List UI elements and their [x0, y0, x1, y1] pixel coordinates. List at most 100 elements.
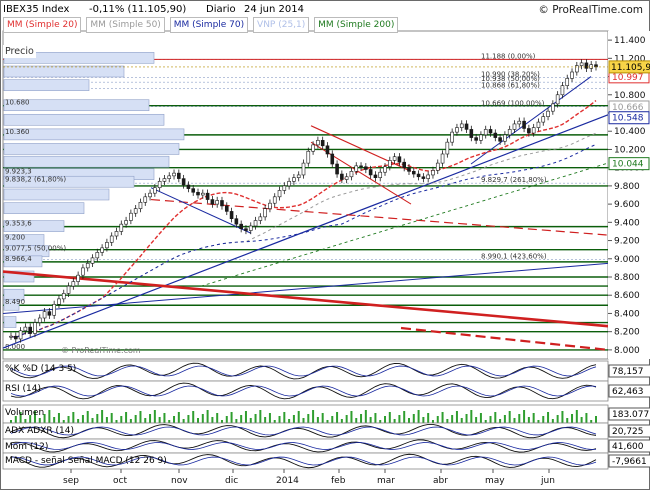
candle-body [287, 181, 291, 187]
fib-label: 10.868 (61,80%) [481, 82, 540, 90]
volume-bar [77, 419, 80, 423]
candle-body [589, 64, 594, 69]
candle-body [76, 274, 80, 282]
chart-date: 24 jun 2014 [244, 4, 304, 15]
candle-body [498, 137, 502, 142]
candle-body [148, 192, 152, 198]
price-marker-label: 10.666 [612, 103, 644, 113]
candle-body [253, 220, 258, 227]
candle-body [133, 208, 138, 214]
indicator-value-vol: 183.077 [612, 410, 649, 420]
indicator-label-vol: Volumen [5, 408, 44, 418]
volume-bar [96, 414, 99, 423]
indicator-label-adx: ADX ADXR (14) [5, 426, 74, 436]
volume-bar [336, 412, 339, 423]
legend-sma50[interactable]: MM (Simple 50) [86, 17, 165, 33]
volume-bar [110, 413, 113, 423]
candle-body [28, 326, 32, 334]
chart-symbol: IBEX35 Index [3, 4, 70, 15]
x-tick-label: oct [113, 476, 127, 486]
volume-bar [523, 410, 526, 423]
volume-bar [230, 412, 233, 423]
candle-body [57, 298, 61, 305]
legend-sma20[interactable]: MM (Simple 20) [3, 17, 82, 33]
volume-bar [14, 416, 17, 423]
volume-bar [551, 419, 554, 423]
volume-profile-bar [3, 298, 20, 311]
candle-body [507, 129, 512, 136]
candle-body [368, 169, 373, 176]
volume-profile-label: 10.680 [5, 99, 30, 107]
volume-bar [240, 415, 243, 423]
x-tick-label: jun [540, 476, 555, 486]
y-tick-label: 11.200 [614, 54, 646, 64]
candle-body [479, 134, 483, 141]
volume-bar [561, 411, 564, 423]
volume-bar [398, 415, 401, 423]
candle-body [411, 171, 416, 175]
volume-bar [441, 412, 444, 423]
candle-body [9, 335, 13, 338]
candle-body [109, 235, 114, 243]
volume-bar [86, 411, 89, 423]
volume-bar [182, 419, 185, 423]
legend-sma200[interactable]: MM (Simple 200) [314, 17, 399, 33]
volume-bar [379, 420, 382, 423]
volume-bar [340, 419, 343, 423]
volume-profile-label: 8.490 [5, 298, 25, 306]
candle-body [445, 141, 450, 155]
volume-bar [393, 419, 396, 423]
volume-bar [244, 411, 247, 423]
candle-body [407, 167, 411, 172]
volume-bar [369, 417, 372, 423]
volume-bar [326, 420, 329, 423]
volume-bar [278, 416, 281, 423]
volume-bar [384, 416, 387, 423]
volume-bar [139, 411, 142, 423]
volume-bar [499, 419, 502, 423]
x-tick-label: nov [171, 476, 188, 486]
candle-body [52, 304, 56, 316]
volume-bar [292, 415, 295, 423]
legend-sma70[interactable]: MM (Simple 70) [169, 17, 249, 33]
candle-body [85, 263, 90, 269]
channel-line [470, 76, 592, 165]
candle-body [517, 120, 522, 125]
downtrend-projection [400, 326, 609, 351]
candle-body [224, 205, 229, 212]
volume-bar [201, 414, 204, 423]
volume-bar [53, 417, 56, 423]
candle-body [383, 166, 387, 173]
volume-bar [422, 417, 425, 423]
volume-bar [527, 417, 530, 423]
candle-body [277, 190, 282, 198]
legend-vnp[interactable]: VNP (25,1) [253, 17, 310, 33]
volume-bar [105, 417, 108, 423]
y-tick-label: 9.800 [614, 182, 640, 192]
volume-bar [455, 411, 458, 423]
fib-label: 8.990,1 (423,60%) [481, 253, 547, 261]
volume-bar [537, 420, 540, 423]
volume-bar [580, 417, 583, 423]
candle-body [311, 144, 315, 152]
candle-body [469, 129, 474, 138]
x-tick-label: sep [63, 476, 79, 486]
indicator-value-rsi: 62,463 [612, 387, 644, 397]
indicator-label-rsi: RSI (14) [5, 384, 41, 394]
volume-profile-label: 9.353,6 [5, 220, 32, 228]
candle-body [359, 165, 363, 168]
candle-body [320, 140, 325, 147]
volume-profile-label: 9.923,3 [5, 168, 32, 176]
volume-bar [211, 417, 214, 423]
candle-body [560, 85, 565, 96]
volume-bar [345, 415, 348, 423]
candle-body [205, 192, 210, 200]
volume-bar [331, 416, 334, 423]
candle-body [402, 161, 406, 168]
candle-body [153, 187, 157, 194]
volume-profile-label: 9.200 [5, 234, 25, 242]
volume-bar [225, 416, 228, 423]
volume-bar [153, 410, 156, 423]
volume-bar [575, 410, 578, 423]
